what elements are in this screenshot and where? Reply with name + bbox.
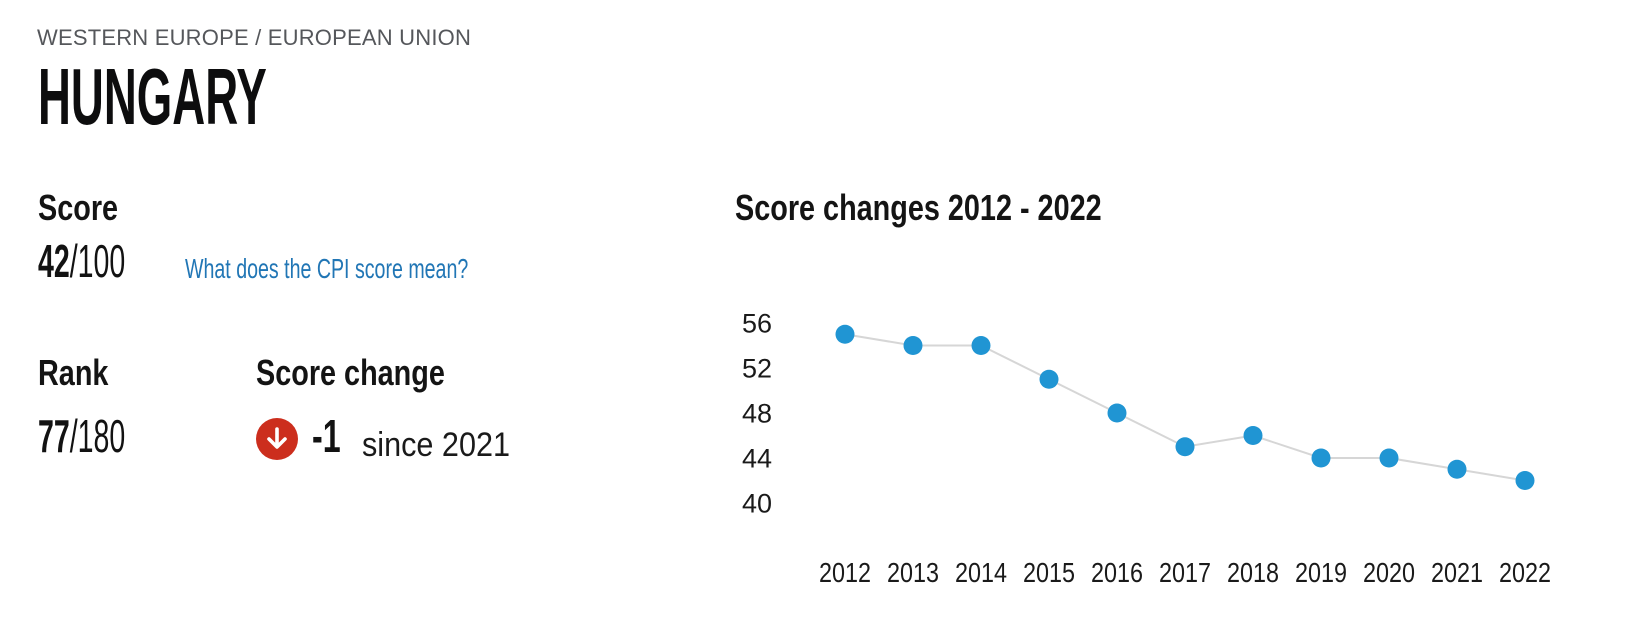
trend-line [844,333,1526,482]
score-change-suffix: since 2021 [362,426,511,464]
y-tick-label: 44 [742,444,772,474]
rank-section-label: Rank [38,352,109,393]
x-tick-label: 2012 [819,557,871,588]
y-tick-label: 40 [742,489,772,519]
y-tick-label: 52 [742,354,772,384]
x-tick-label: 2019 [1295,557,1347,588]
data-point [1379,448,1399,468]
score-history-chart: 56 52 48 44 40 2012 2013 2014 2015 2016 2017 2018 20… [742,309,1551,589]
y-tick-label: 56 [742,309,772,339]
x-tick-label: 2021 [1431,557,1483,588]
data-point [1447,459,1467,479]
score-value: 42/100 [38,238,179,284]
score-section-label: Score [38,187,119,228]
data-point [1311,448,1331,468]
cpi-score-meaning-link[interactable]: What does the CPI score mean? [185,253,469,284]
data-point [1515,471,1535,490]
data-point [1175,437,1195,457]
chart-title: Score changes 2012 - 2022 [735,187,1102,228]
data-point [1039,369,1059,389]
rank-number: 77 [38,410,70,462]
x-tick-label: 2016 [1091,557,1143,588]
data-point [1107,403,1127,423]
x-tick-label: 2020 [1363,557,1415,588]
x-tick-label: 2018 [1227,557,1279,588]
x-tick-label: 2014 [955,557,1007,588]
y-tick-label: 48 [742,399,772,429]
data-point [835,324,855,344]
page-title: HUNGARY [38,52,267,141]
rank-denominator: /180 [69,410,126,462]
x-tick-label: 2013 [887,557,939,588]
data-point [903,336,923,355]
breadcrumb: WESTERN EUROPE / EUROPEAN UNION [37,25,472,50]
score-change-section-label: Score change [256,352,445,393]
score-change-value: -1 [312,410,341,462]
score-number: 42 [38,235,70,287]
down-arrow-icon [267,427,287,449]
x-tick-label: 2015 [1023,557,1075,588]
rank-value: 77/180 [38,413,179,459]
score-decrease-icon [256,418,298,460]
data-point [1243,426,1263,445]
x-tick-label: 2022 [1499,557,1551,588]
x-tick-label: 2017 [1159,557,1211,588]
data-point [971,336,991,355]
score-denominator: /100 [69,235,126,287]
